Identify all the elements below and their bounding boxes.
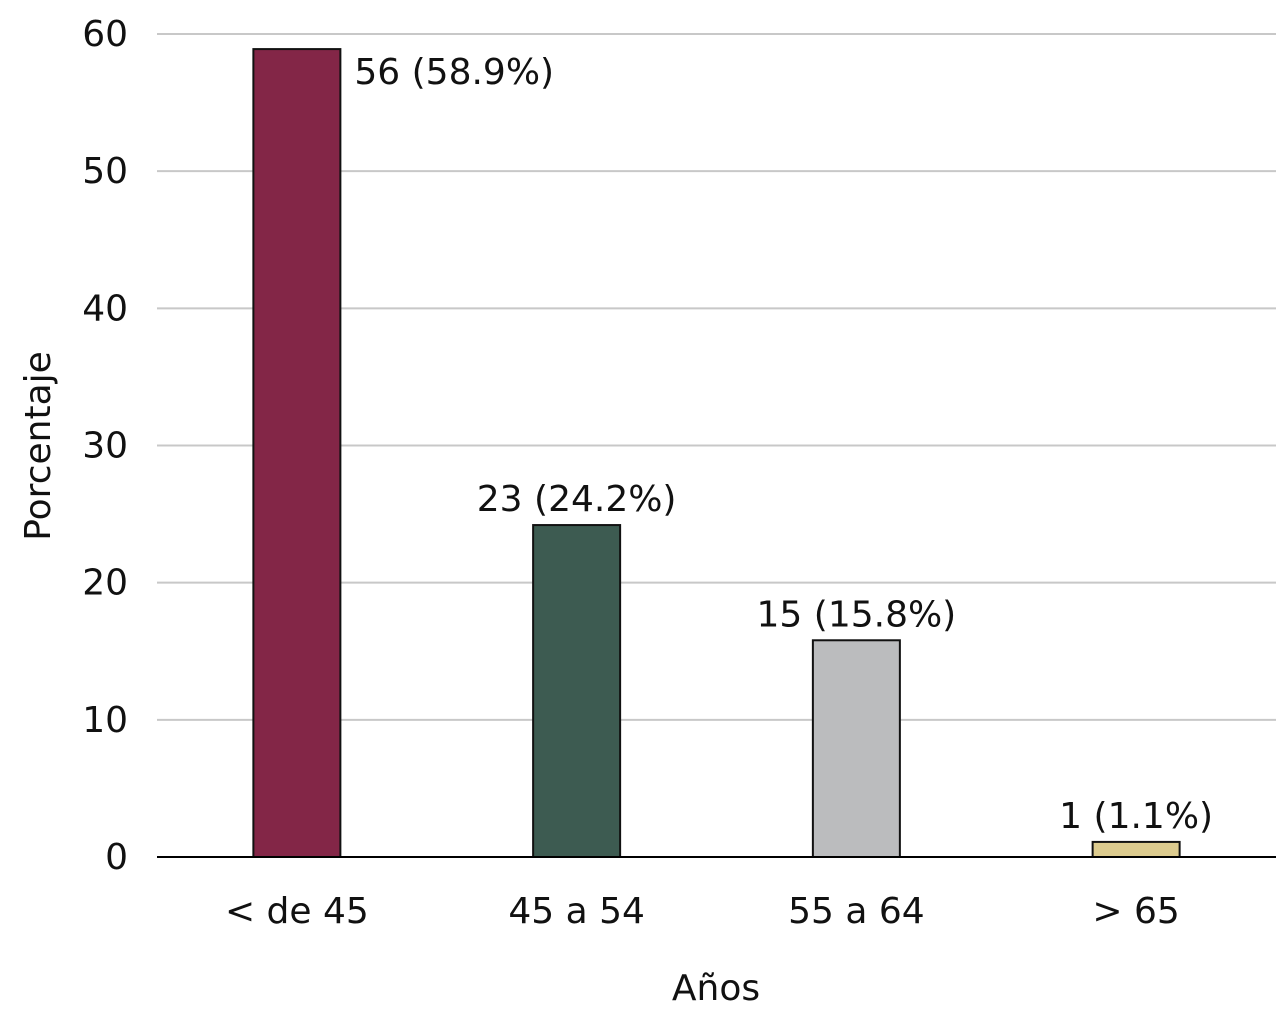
x-axis-ticks: < de 45 45 a 54 55 a 64 > 65 (225, 891, 1180, 932)
y-tick-label: 60 (82, 14, 128, 55)
bar (1091, 840, 1181, 859)
bar (252, 48, 342, 859)
x-tick-label: 45 a 54 (508, 891, 645, 932)
y-axis-ticks: 0 10 20 30 40 50 60 (82, 14, 128, 878)
x-tick-label: > 65 (1092, 891, 1179, 932)
y-tick-label: 20 (82, 563, 128, 604)
bar (811, 639, 901, 858)
x-tick-label: 55 a 64 (788, 891, 925, 932)
bar (532, 524, 622, 858)
y-tick-label: 50 (82, 151, 128, 192)
data-label: 23 (24.2%) (477, 479, 677, 520)
y-axis-title: Porcentaje (18, 351, 59, 541)
y-tick-label: 10 (82, 700, 128, 741)
gridlines (157, 33, 1276, 721)
data-label: 56 (58.9%) (354, 52, 554, 93)
data-label: 1 (1.1%) (1059, 796, 1213, 837)
y-tick-label: 30 (82, 426, 128, 467)
y-tick-label: 40 (82, 288, 128, 329)
x-tick-label: < de 45 (225, 891, 369, 932)
x-axis-title: Años (672, 968, 760, 1009)
bars (252, 48, 1181, 859)
y-tick-label: 0 (105, 837, 128, 878)
data-label: 15 (15.8%) (757, 594, 957, 635)
data-labels: 56 (58.9%) 23 (24.2%) 15 (15.8%) 1 (1.1%) (354, 52, 1213, 837)
